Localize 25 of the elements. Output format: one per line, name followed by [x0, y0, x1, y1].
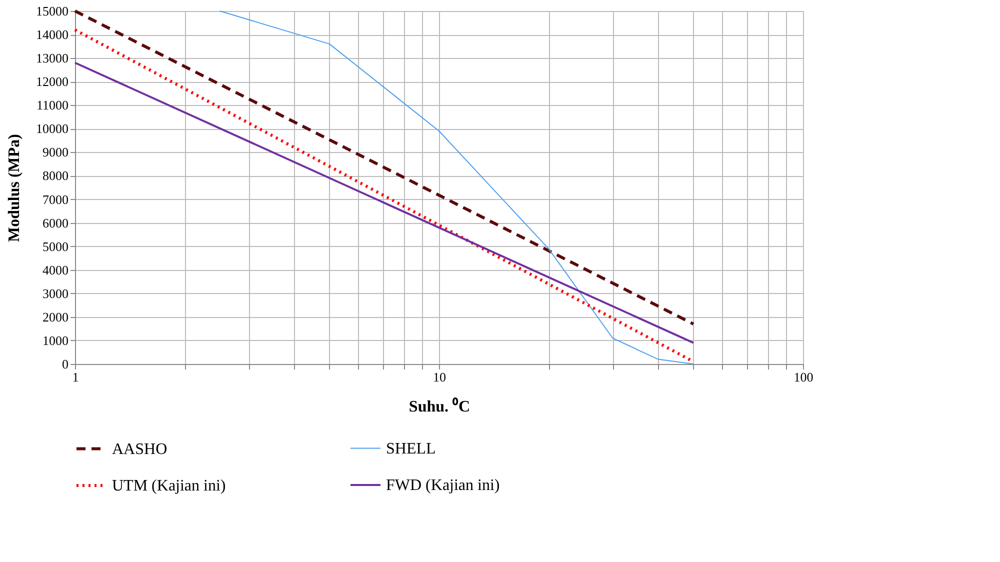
x-tick-label: 10	[433, 370, 446, 384]
y-tick-label: 6000	[42, 215, 68, 230]
legend-label: AASHO	[112, 440, 168, 458]
y-axis-title: Modulus (MPa)	[6, 134, 23, 242]
x-axis-title: Suhu. ⁰C	[408, 398, 470, 416]
y-tick-label: 3000	[42, 286, 68, 301]
y-tick-label: 4000	[42, 262, 68, 278]
y-tick-label: 12000	[36, 74, 68, 90]
legend-label: UTM (Kajian ini)	[112, 478, 226, 494]
y-tick-label: 7000	[42, 192, 68, 207]
y-tick-label: 8000	[42, 168, 68, 184]
y-tick-label: 11000	[36, 98, 68, 113]
y-tick-label: 2000	[42, 309, 68, 324]
y-tick-label: 14000	[36, 27, 68, 42]
y-tick-label: 1000	[42, 332, 68, 348]
y-tick-label: 0	[62, 356, 68, 372]
y-tick-label: 9000	[42, 144, 68, 160]
y-tick-label: 10000	[36, 121, 68, 136]
y-tick-label: 13000	[36, 50, 68, 66]
y-tick-label: 5000	[42, 238, 68, 254]
x-tick-label: 1	[72, 370, 79, 384]
legend-label: SHELL	[386, 440, 436, 458]
y-tick-label: 15000	[36, 4, 68, 18]
legend-label: FWD (Kajian ini)	[386, 477, 500, 494]
x-tick-label: 100	[794, 370, 814, 384]
